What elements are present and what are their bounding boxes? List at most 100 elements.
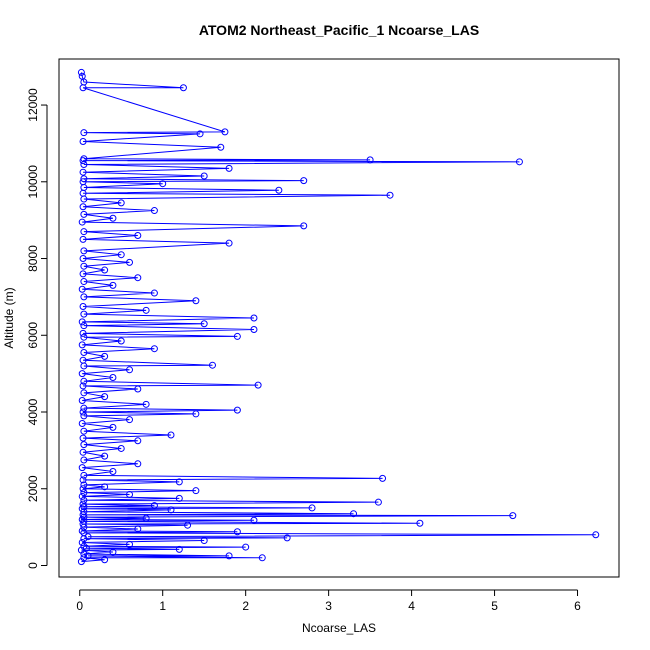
data-point	[80, 456, 88, 464]
data-point	[134, 274, 142, 282]
data-point	[78, 505, 86, 513]
data-point	[134, 437, 142, 445]
data-point	[80, 377, 88, 385]
data-point	[175, 545, 183, 553]
data-point	[225, 552, 233, 560]
data-point	[300, 177, 308, 185]
x-tick-label: 1	[159, 599, 166, 613]
data-point	[242, 543, 250, 551]
x-axis: 0 1 2 3 4 5 6	[76, 589, 581, 613]
data-point	[80, 310, 88, 318]
data-point	[78, 464, 86, 472]
data-point	[109, 548, 117, 556]
data-point	[126, 416, 134, 424]
x-tick-label: 3	[325, 599, 332, 613]
y-tick-label: 8000	[26, 245, 40, 272]
data-point	[78, 527, 86, 535]
data-point	[159, 180, 167, 188]
data-point	[200, 172, 208, 180]
data-point	[179, 84, 187, 92]
data-point	[283, 534, 291, 542]
data-point	[78, 370, 86, 378]
data-point	[79, 255, 87, 263]
data-point	[167, 431, 175, 439]
chart-title: ATOM2 Northeast_Pacific_1 Ncoarse_LAS	[199, 22, 479, 38]
data-point	[200, 320, 208, 328]
y-tick-label: 4000	[26, 398, 40, 425]
data-point	[80, 349, 88, 357]
data-point	[79, 178, 87, 186]
data-point	[126, 540, 134, 548]
data-point	[80, 322, 88, 330]
data-point	[78, 341, 86, 349]
data-point	[80, 412, 88, 420]
data-point	[134, 232, 142, 239]
data-point	[150, 207, 158, 215]
data-point	[250, 326, 258, 334]
data-point	[80, 278, 88, 286]
data-point	[79, 302, 87, 310]
data-point	[80, 427, 88, 435]
data-point	[80, 489, 88, 497]
data-point	[101, 266, 109, 274]
data-point	[379, 474, 387, 482]
data-point	[126, 366, 134, 374]
data-point	[80, 155, 88, 163]
data-point	[80, 262, 88, 270]
data-point	[78, 538, 86, 546]
data-point	[221, 128, 229, 136]
data-point	[300, 222, 308, 230]
data-point	[78, 218, 86, 226]
data-point	[225, 239, 233, 247]
data-point	[126, 491, 134, 498]
y-tick-label: 2000	[26, 475, 40, 502]
data-point	[250, 314, 258, 322]
y-tick-label: 12000	[26, 88, 40, 122]
plot-area	[77, 68, 600, 566]
data-point	[109, 373, 117, 381]
data-point	[117, 444, 125, 452]
data-point	[78, 72, 86, 80]
data-point	[109, 281, 117, 289]
x-tick-label: 5	[491, 599, 498, 613]
data-point	[77, 68, 85, 76]
data-point	[109, 467, 117, 475]
data-point	[79, 500, 87, 508]
data-point	[78, 285, 86, 293]
x-tick-label: 2	[242, 599, 249, 613]
data-point	[78, 318, 86, 326]
data-point	[308, 504, 316, 512]
data-point	[80, 247, 88, 255]
data-point	[192, 410, 200, 418]
data-point	[84, 533, 92, 541]
data-point	[254, 381, 262, 389]
data-point	[79, 168, 87, 176]
data-point	[142, 514, 150, 522]
series-line	[80, 72, 596, 563]
data-point	[79, 138, 87, 145]
data-point	[126, 258, 134, 266]
data-point	[134, 385, 142, 393]
data-point	[592, 531, 600, 539]
data-point	[78, 397, 86, 404]
data-point	[117, 251, 125, 259]
data-point	[80, 441, 88, 449]
y-tick-label: 0	[26, 562, 40, 569]
data-point	[184, 521, 192, 529]
data-point	[101, 556, 109, 564]
data-point	[196, 130, 204, 138]
data-point	[79, 434, 87, 442]
data-point	[101, 352, 109, 360]
data-point	[275, 186, 283, 194]
data-point	[80, 554, 88, 562]
data-point	[80, 293, 88, 301]
data-point	[134, 525, 142, 533]
x-tick-label: 4	[408, 599, 415, 613]
y-tick-label: 10000	[26, 165, 40, 199]
data-point	[80, 389, 88, 397]
data-point	[225, 164, 233, 172]
data-point	[233, 332, 241, 340]
data-point	[101, 393, 109, 401]
data-point	[80, 210, 88, 218]
